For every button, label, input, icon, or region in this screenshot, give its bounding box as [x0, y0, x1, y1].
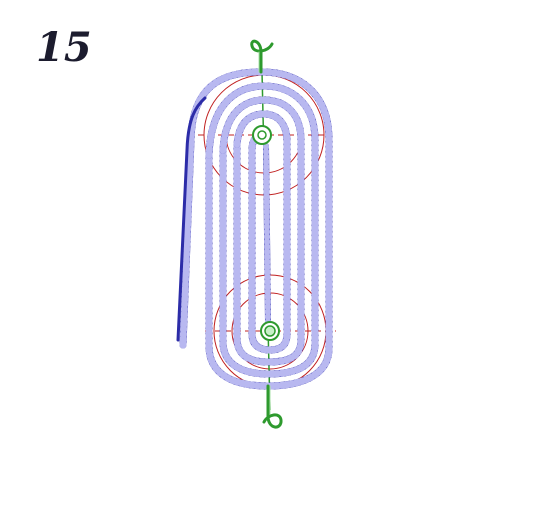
hook-icon — [262, 384, 283, 429]
lower-hook — [262, 384, 283, 429]
figure-number: 15 — [36, 24, 92, 71]
rope-inner-loop — [233, 110, 291, 354]
upper-sheave — [252, 125, 272, 145]
lower-sheave — [260, 321, 280, 341]
rope-loops — [176, 68, 333, 390]
rope-free-end — [176, 96, 207, 342]
pulley-icon — [252, 125, 272, 145]
hook-icon — [250, 39, 274, 74]
upper-hook — [250, 39, 274, 74]
